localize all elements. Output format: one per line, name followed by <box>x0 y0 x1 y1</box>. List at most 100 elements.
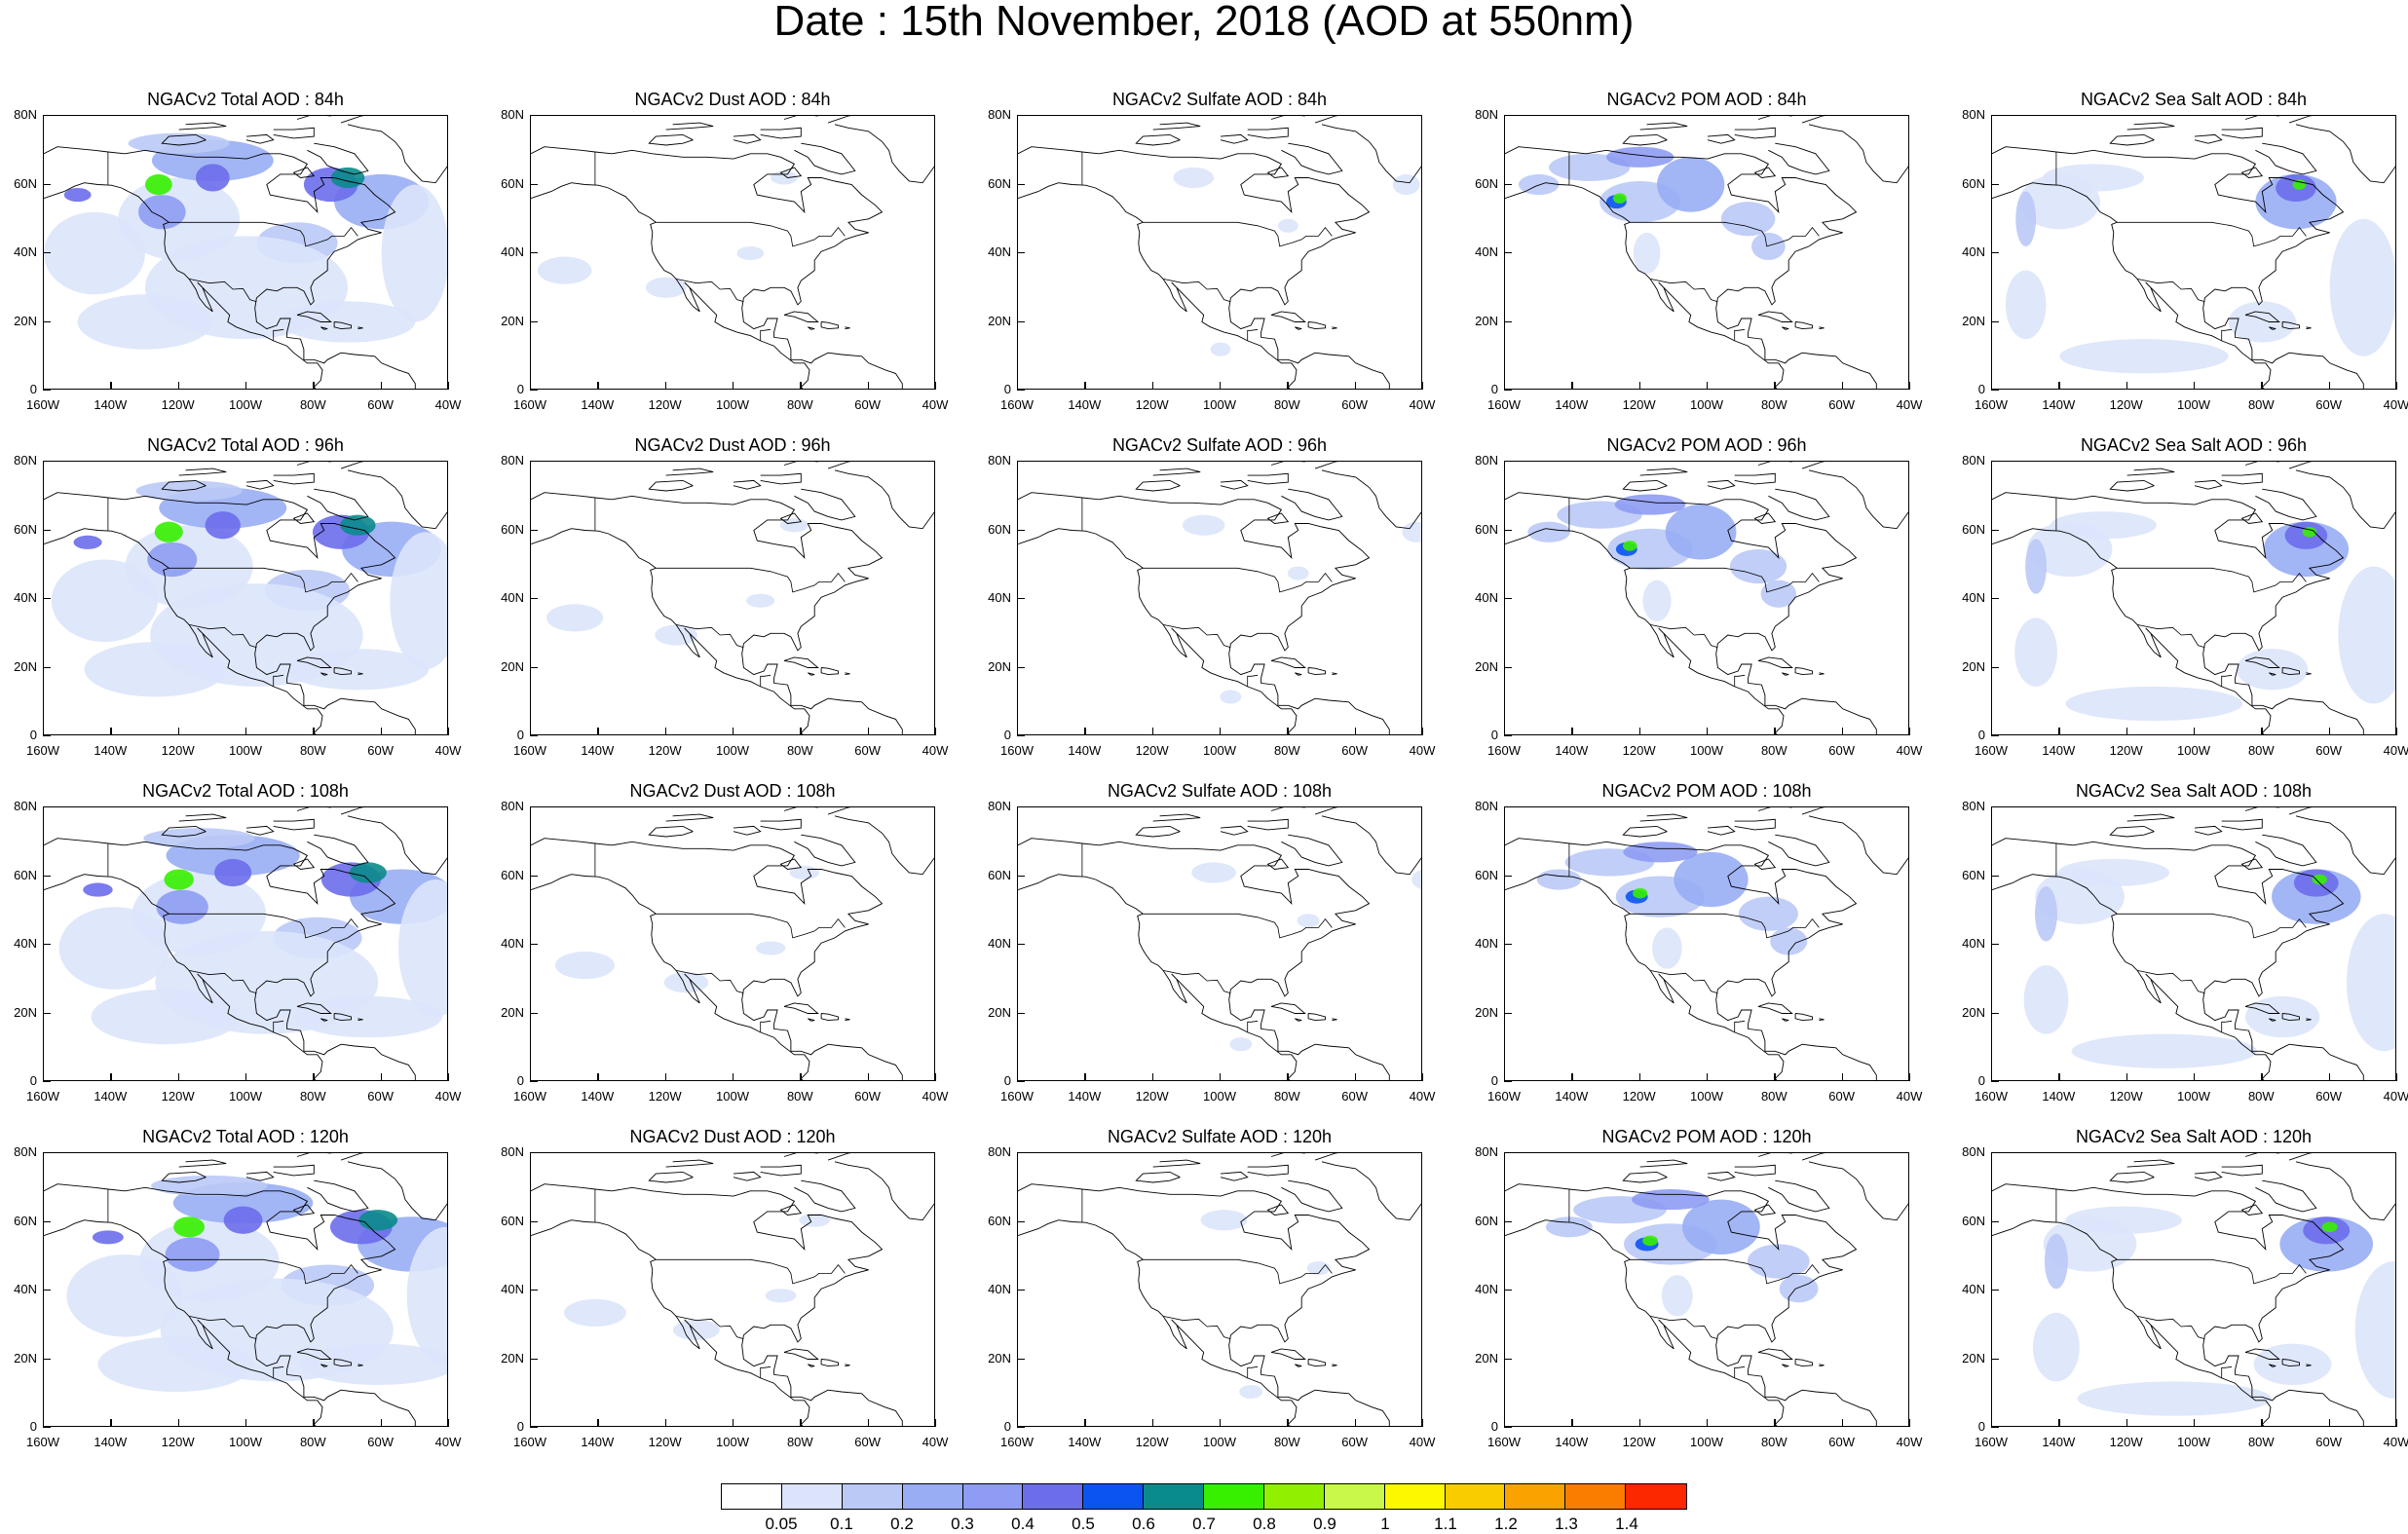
lon-tick-label: 40W <box>1409 397 1436 412</box>
lat-tick-mark <box>1991 806 1999 808</box>
coastline <box>1794 1359 1813 1367</box>
lat-tick-mark <box>1991 944 1999 946</box>
lon-tick-label: 80W <box>299 1435 326 1449</box>
aod-map-svg <box>44 462 447 734</box>
lon-tick-label: 140W <box>94 1435 128 1449</box>
lon-tick-mark <box>1220 1073 1222 1081</box>
aod-field-patch <box>330 167 365 189</box>
lon-tick-mark <box>530 728 532 735</box>
colorbar-swatch <box>1144 1484 1204 1509</box>
lat-tick-label: 40N <box>14 590 37 605</box>
panel-title: NGACv2 Dust AOD : 108h <box>629 781 836 801</box>
coastline <box>1753 167 1777 178</box>
lon-tick-label: 160W <box>1000 743 1034 758</box>
lon-tick-label: 140W <box>1555 743 1589 758</box>
lat-tick-label: 0 <box>516 728 524 742</box>
aod-field-patch <box>349 862 387 883</box>
coastline <box>794 1179 856 1213</box>
coastline <box>1992 874 2272 1080</box>
lon-tick-mark <box>1287 382 1289 390</box>
coastline <box>178 122 227 131</box>
lon-tick-mark <box>1707 382 1709 390</box>
lon-tick-label: 40W <box>434 397 462 412</box>
aod-field-patch <box>2044 1233 2068 1290</box>
lon-tick-label: 120W <box>648 1089 682 1104</box>
aod-field-patch <box>135 480 243 502</box>
coastline <box>1639 813 1688 822</box>
panel-title: NGACv2 Total AOD : 120h <box>142 1127 349 1146</box>
lon-tick-mark <box>1220 728 1222 735</box>
lon-tick-mark <box>43 1073 45 1081</box>
lon-tick-label: 140W <box>581 1435 615 1449</box>
coastline <box>320 672 328 676</box>
coastline <box>2288 116 2313 124</box>
coastline <box>1247 127 1289 139</box>
coastline <box>1270 311 1306 322</box>
coastline <box>665 1159 714 1168</box>
coastline <box>307 834 369 867</box>
lon-tick-label: 140W <box>1555 1089 1589 1104</box>
lat-tick-mark <box>530 115 538 117</box>
country-border <box>1163 1316 1231 1340</box>
lat-tick-label: 20N <box>14 1350 37 1366</box>
coastline <box>1314 807 1338 815</box>
lat-tick-mark <box>530 390 538 392</box>
colorbar-swatch <box>842 1484 903 1509</box>
lon-tick-label: 80W <box>1760 1089 1787 1104</box>
coastline <box>808 672 815 676</box>
map-plot-area <box>1504 1152 1909 1427</box>
lat-tick-label: 20N <box>988 1350 1011 1366</box>
coastline <box>834 815 934 876</box>
coastline <box>1794 321 1813 330</box>
lat-tick-label: 20N <box>1962 658 1985 674</box>
aod-field-patch <box>58 907 170 990</box>
coastline <box>733 479 762 490</box>
coastline <box>44 528 323 734</box>
lon-tick-label: 100W <box>716 1089 749 1104</box>
coastline <box>531 1219 810 1426</box>
country-border <box>676 1316 744 1340</box>
lat-tick-label: 60N <box>501 1213 524 1228</box>
lon-tick-mark <box>245 382 247 390</box>
country-border <box>1247 1366 1259 1378</box>
coastline <box>1270 656 1306 668</box>
aod-field-patch <box>1642 1235 1659 1247</box>
coastline <box>245 479 275 490</box>
coastline <box>1152 122 1201 131</box>
coastline <box>1757 462 1792 466</box>
coastline <box>648 825 694 838</box>
aod-field-patch <box>554 952 615 980</box>
lat-tick-label: 60N <box>1962 867 1985 882</box>
coastline <box>2269 1364 2276 1367</box>
lon-tick-mark <box>1084 1419 1086 1427</box>
lon-tick-label: 140W <box>581 1089 615 1104</box>
lon-tick-label: 160W <box>513 397 546 412</box>
colorbar-label: 0.6 <box>1132 1515 1155 1533</box>
lon-tick-label: 60W <box>2315 743 2343 758</box>
aod-field-patch <box>1182 514 1225 536</box>
aod-field-patch <box>83 882 113 897</box>
lon-tick-mark <box>1084 1073 1086 1081</box>
country-border <box>169 567 358 593</box>
coastline <box>808 1364 815 1367</box>
coastline <box>665 122 714 131</box>
colorbar-swatch <box>781 1484 843 1509</box>
country-border <box>1163 624 1231 649</box>
lat-tick-label: 80N <box>501 1144 524 1159</box>
coastline <box>783 656 819 668</box>
lat-tick-label: 0 <box>1490 382 1498 396</box>
aod-field-patch <box>2338 566 2395 704</box>
coastline <box>1992 146 2364 389</box>
lon-tick-label: 160W <box>513 1435 546 1449</box>
country-border <box>2137 970 2205 994</box>
lat-tick-mark <box>1017 1290 1025 1291</box>
coastline <box>1152 468 1201 476</box>
lat-tick-label: 40N <box>501 244 524 259</box>
coastline <box>1505 1219 1785 1426</box>
coastline <box>273 818 315 831</box>
lon-tick-mark <box>2328 1073 2331 1081</box>
lat-tick-label: 60N <box>1475 521 1498 537</box>
lon-tick-mark <box>935 1073 937 1081</box>
lon-tick-label: 60W <box>367 1089 395 1104</box>
aod-map-svg <box>531 807 934 1080</box>
